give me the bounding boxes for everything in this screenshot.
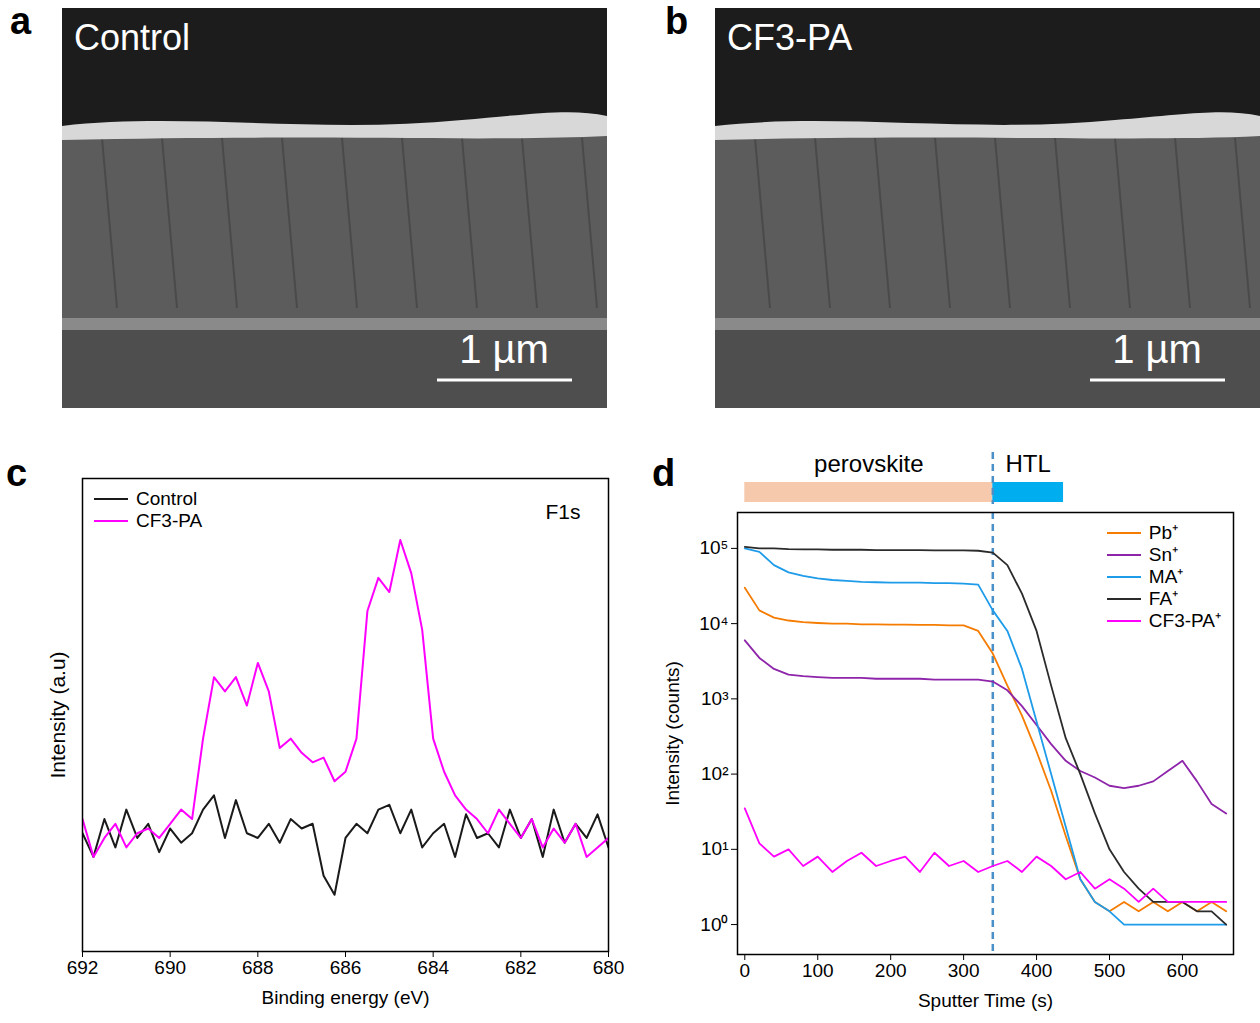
html-text:MA⁺: MA⁺ xyxy=(1148,566,1184,587)
html-text:Pb⁺: Pb⁺ xyxy=(1148,522,1179,543)
svg-text:10¹: 10¹ xyxy=(701,838,728,859)
html-text:Control: Control xyxy=(136,488,198,509)
svg-text:10⁵: 10⁵ xyxy=(699,537,728,558)
svg-text:200: 200 xyxy=(875,960,907,981)
svg-text:686: 686 xyxy=(330,957,362,978)
svg-text:Intensity (a.u): Intensity (a.u) xyxy=(46,651,69,778)
html-text:c: c xyxy=(6,452,28,494)
html-text:b: b xyxy=(665,0,689,42)
svg-text:400: 400 xyxy=(1021,960,1053,981)
svg-text:HTL: HTL xyxy=(1005,450,1050,477)
svg-text:Binding energy (eV): Binding energy (eV) xyxy=(262,987,430,1008)
svg-text:690: 690 xyxy=(154,957,186,978)
svg-text:500: 500 xyxy=(1094,960,1126,981)
svg-text:Control: Control xyxy=(74,17,190,58)
svg-text:10³: 10³ xyxy=(701,688,728,709)
svg-text:CF3-PA: CF3-PA xyxy=(727,17,852,58)
svg-text:1 µm: 1 µm xyxy=(1112,327,1202,371)
svg-text:682: 682 xyxy=(505,957,537,978)
html-text:FA⁺: FA⁺ xyxy=(1148,588,1179,609)
svg-text:600: 600 xyxy=(1167,960,1199,981)
svg-text:Sputter Time (s): Sputter Time (s) xyxy=(918,990,1053,1011)
svg-text:692: 692 xyxy=(67,957,99,978)
svg-text:10²: 10² xyxy=(701,763,728,784)
svg-text:684: 684 xyxy=(417,957,449,978)
html-text:CF3-PA: CF3-PA xyxy=(136,510,203,531)
html-text:d: d xyxy=(652,452,676,494)
svg-text:300: 300 xyxy=(948,960,980,981)
html-text:a: a xyxy=(10,0,32,42)
svg-text:Intensity (counts): Intensity (counts) xyxy=(662,661,683,806)
svg-text:680: 680 xyxy=(593,957,625,978)
svg-text:F1s: F1s xyxy=(545,500,580,523)
svg-text:perovskite: perovskite xyxy=(814,450,923,477)
svg-text:10⁴: 10⁴ xyxy=(699,613,728,634)
svg-text:10⁰: 10⁰ xyxy=(700,914,728,935)
html-text:CF3-PA⁺: CF3-PA⁺ xyxy=(1148,610,1221,631)
svg-text:688: 688 xyxy=(242,957,274,978)
html-text:Sn⁺: Sn⁺ xyxy=(1148,544,1179,565)
svg-text:100: 100 xyxy=(802,960,834,981)
svg-text:1 µm: 1 µm xyxy=(459,327,549,371)
svg-text:0: 0 xyxy=(740,960,751,981)
